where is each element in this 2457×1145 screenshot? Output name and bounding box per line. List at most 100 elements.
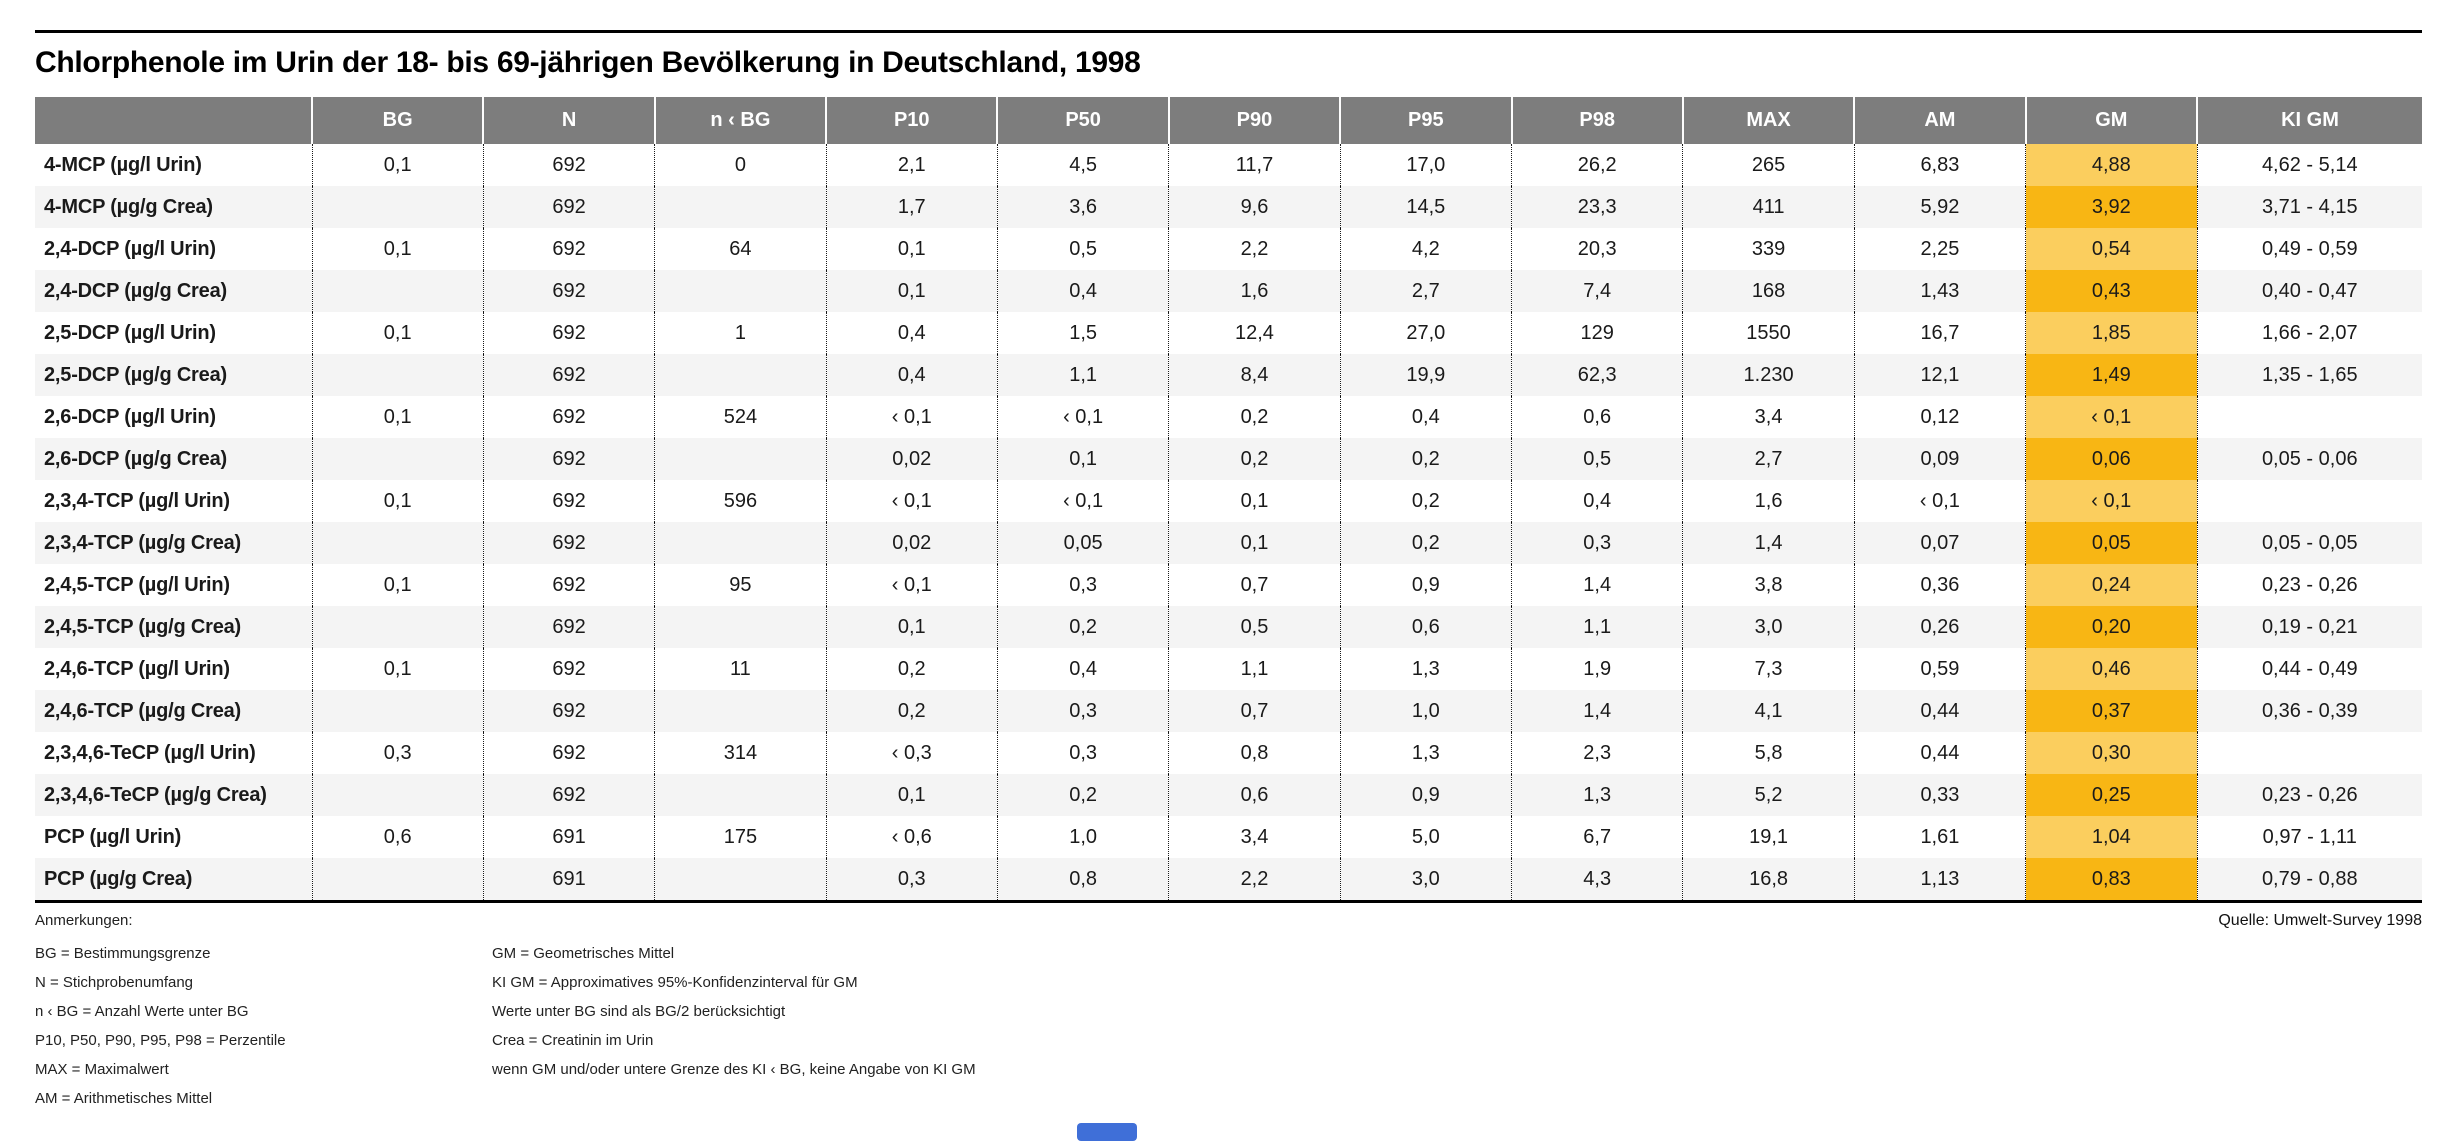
cell-p90: 2,2 bbox=[1168, 858, 1341, 902]
cell-p95: 4,2 bbox=[1339, 228, 1512, 270]
table-body: 4-MCP (µg/l Urin) 0,1 692 0 2,1 4,5 11,7 17,0 26… bbox=[35, 144, 2422, 902]
cell-n-bg: 596 bbox=[654, 480, 827, 522]
cell-gm: 0,30 bbox=[2025, 732, 2197, 774]
cell-n-bg: 314 bbox=[654, 732, 827, 774]
cell-n: 692 bbox=[482, 312, 655, 354]
row-label: 2,6-DCP (µg/g Crea) bbox=[44, 447, 227, 470]
cell-gm: 0,20 bbox=[2025, 606, 2197, 648]
cell-n: 691 bbox=[482, 858, 655, 902]
cell-p90: 1,6 bbox=[1168, 270, 1341, 312]
row-label: 2,3,4-TCP (µg/g Crea) bbox=[44, 531, 242, 554]
footnote-line: N = Stichprobenumfang bbox=[35, 974, 194, 991]
cell-p95: 27,0 bbox=[1339, 312, 1512, 354]
cell-bg bbox=[311, 354, 484, 396]
cell-am: 0,09 bbox=[1853, 438, 2026, 480]
cell-p50: 0,4 bbox=[996, 270, 1169, 312]
table-row: 2,4,6-TCP (µg/l Urin) 0,1 692 11 0,2 0,4 1,1 1,… bbox=[35, 648, 2422, 690]
cell-n: 692 bbox=[482, 228, 655, 270]
table-row: PCP (µg/l Urin) 0,6 691 175 ‹ 0,6 1,0 3,4 5,0 6,… bbox=[35, 816, 2422, 858]
cell-n-bg: 95 bbox=[654, 564, 827, 606]
cell-p10: 0,02 bbox=[825, 438, 998, 480]
cell-max: 411 bbox=[1682, 186, 1855, 228]
cell-p10: 0,2 bbox=[825, 690, 998, 732]
source-label: Quelle: Umwelt-Survey 1998 bbox=[2218, 912, 2422, 929]
column-header-bg: BG bbox=[310, 97, 484, 144]
cell-p90: 0,6 bbox=[1168, 774, 1341, 816]
cell-max: 19,1 bbox=[1682, 816, 1855, 858]
cell-bg bbox=[311, 858, 484, 902]
cell-n: 692 bbox=[482, 732, 655, 774]
cell-p98: 2,3 bbox=[1511, 732, 1683, 774]
column-header-p95: P95 bbox=[1339, 97, 1512, 144]
cell-p95: 0,9 bbox=[1339, 774, 1512, 816]
table-row: 2,4-DCP (µg/l Urin) 0,1 692 64 0,1 0,5 2,2 4,2 2… bbox=[35, 228, 2422, 270]
cell-n: 692 bbox=[482, 564, 655, 606]
cell-n-bg: 524 bbox=[654, 396, 827, 438]
cell-n: 692 bbox=[482, 270, 655, 312]
row-label: 2,6-DCP (µg/l Urin) bbox=[44, 405, 216, 428]
cell-p10: ‹ 0,1 bbox=[825, 564, 998, 606]
cell-p90: 2,2 bbox=[1168, 228, 1341, 270]
cell-p95: 5,0 bbox=[1339, 816, 1512, 858]
table-row: 2,4,6-TCP (µg/g Crea) 692 0,2 0,3 0,7 1,0 1,4 4… bbox=[35, 690, 2422, 732]
cell-am: 1,61 bbox=[1853, 816, 2026, 858]
cell-n-bg bbox=[654, 774, 827, 816]
row-label: PCP (µg/g Crea) bbox=[44, 867, 193, 890]
cell-p98: 26,2 bbox=[1511, 144, 1683, 186]
cell-ki-gm: 0,44 - 0,49 bbox=[2196, 648, 2422, 690]
cell-max: 265 bbox=[1682, 144, 1855, 186]
row-label: 2,3,4-TCP (µg/l Urin) bbox=[44, 489, 230, 512]
cell-p50: 0,05 bbox=[996, 522, 1169, 564]
cell-p50: 3,6 bbox=[996, 186, 1169, 228]
cell-gm: 0,24 bbox=[2025, 564, 2197, 606]
cell-n-bg bbox=[654, 690, 827, 732]
footnote-column-2: GM = Geometrisches Mittel KI GM = Approxi… bbox=[492, 944, 2422, 1118]
cell-am: 0,07 bbox=[1853, 522, 2026, 564]
cell-n: 692 bbox=[482, 438, 655, 480]
cell-p98: 1,1 bbox=[1511, 606, 1683, 648]
cell-am: 0,44 bbox=[1853, 732, 2026, 774]
cell-bg bbox=[311, 690, 484, 732]
footnote-line: GM = Geometrisches Mittel bbox=[492, 945, 675, 962]
cell-max: 4,1 bbox=[1682, 690, 1855, 732]
cell-p50: 1,1 bbox=[996, 354, 1169, 396]
cell-n: 692 bbox=[482, 690, 655, 732]
footnote-line: MAX = Maximalwert bbox=[35, 1061, 169, 1078]
cell-p98: 0,5 bbox=[1511, 438, 1683, 480]
cell-n-bg: 1 bbox=[654, 312, 827, 354]
table-row: PCP (µg/g Crea) 691 0,3 0,8 2,2 3,0 4,3 16,8 1,1… bbox=[35, 858, 2422, 902]
cell-am: 0,26 bbox=[1853, 606, 2026, 648]
cell-p50: 0,2 bbox=[996, 774, 1169, 816]
row-label: 2,4,6-TCP (µg/g Crea) bbox=[44, 699, 242, 722]
cell-max: 3,4 bbox=[1682, 396, 1855, 438]
cell-gm: ‹ 0,1 bbox=[2025, 396, 2197, 438]
row-label: 2,5-DCP (µg/l Urin) bbox=[44, 321, 216, 344]
cell-n: 691 bbox=[482, 816, 655, 858]
cell-p98: 0,3 bbox=[1511, 522, 1683, 564]
row-label: 2,3,4,6-TeCP (µg/l Urin) bbox=[44, 741, 256, 764]
cell-p95: 3,0 bbox=[1339, 858, 1512, 902]
cell-p10: 0,4 bbox=[825, 312, 998, 354]
cell-bg: 0,1 bbox=[311, 480, 484, 522]
cell-n: 692 bbox=[482, 186, 655, 228]
cell-gm: 0,43 bbox=[2025, 270, 2197, 312]
cell-p98: 23,3 bbox=[1511, 186, 1683, 228]
cell-bg bbox=[311, 522, 484, 564]
cell-p90: 3,4 bbox=[1168, 816, 1341, 858]
cell-p98: 1,4 bbox=[1511, 690, 1683, 732]
cell-ki-gm: 4,62 - 5,14 bbox=[2196, 144, 2422, 186]
cell-p90: 9,6 bbox=[1168, 186, 1341, 228]
cell-gm: 0,83 bbox=[2025, 858, 2197, 902]
table-row: 2,3,4-TCP (µg/g Crea) 692 0,02 0,05 0,1 0,2 0,… bbox=[35, 522, 2422, 564]
report-page: { "title": "Chlorphenole im Urin der 18-… bbox=[0, 30, 2457, 1145]
cell-p98: 62,3 bbox=[1511, 354, 1683, 396]
column-header-p98: P98 bbox=[1510, 97, 1683, 144]
cell-am: 0,12 bbox=[1853, 396, 2026, 438]
cell-ki-gm: 0,49 - 0,59 bbox=[2196, 228, 2422, 270]
cell-ki-gm: 0,23 - 0,26 bbox=[2196, 774, 2422, 816]
cell-max: 2,7 bbox=[1682, 438, 1855, 480]
cell-p90: 0,2 bbox=[1168, 438, 1341, 480]
